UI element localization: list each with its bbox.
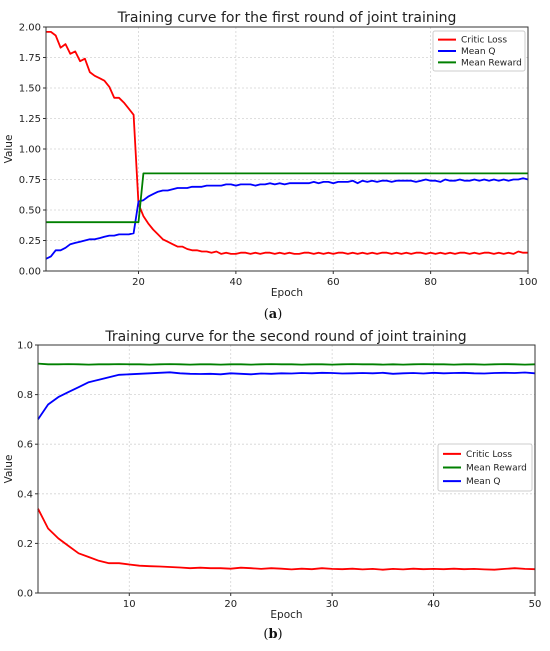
series-line-mean-q (45, 177, 529, 260)
x-tick-label: 50 (529, 599, 542, 610)
chart-second-round: Training curve for the second round of j… (3, 329, 541, 642)
y-tick-label: 0.4 (17, 489, 33, 500)
y-tick-label: 1.75 (19, 53, 41, 64)
plot-frame (37, 344, 536, 594)
figure-caption: (a) (264, 307, 283, 322)
chart-title: Training curve for the second round of j… (104, 329, 466, 345)
y-tick-label: 0.75 (19, 175, 41, 186)
caption-open: ( (264, 307, 269, 322)
legend-label-mean-q: Mean Q (461, 47, 495, 57)
y-tick-label: 0.2 (17, 539, 33, 550)
y-tick-label: 2.00 (19, 23, 41, 34)
y-tick-label: 1.50 (19, 84, 41, 95)
x-tick-label: 30 (326, 599, 339, 610)
x-tick-label: 60 (327, 277, 340, 288)
x-tick-label: 100 (518, 277, 537, 288)
y-tick-label: 0.6 (17, 440, 33, 451)
legend-label-critic-loss: Critic Loss (466, 450, 512, 460)
x-axis-ticks: 10 20 30 40 50 (123, 593, 541, 610)
y-tick-label: 0.00 (19, 267, 41, 278)
x-tick-label: 80 (424, 277, 437, 288)
x-axis-label: Epoch (271, 287, 303, 299)
caption-close: ) (278, 627, 283, 642)
series-layer (37, 362, 536, 571)
legend-box (432, 30, 526, 72)
chart-title: Training curve for the first round of jo… (117, 10, 457, 26)
legend-label-mean-reward: Mean Reward (461, 58, 522, 68)
y-tick-label: 1.00 (19, 145, 41, 156)
y-tick-label: 0.0 (17, 589, 33, 600)
y-axis-ticks: 0.00 0.25 0.50 0.75 1.00 1.25 1.50 1.75 2.00 (19, 23, 46, 278)
x-tick-label: 10 (123, 599, 136, 610)
y-tick-label: 0.25 (19, 236, 41, 247)
legend-label-critic-loss: Critic Loss (461, 36, 507, 46)
legend: Critic Loss Mean Reward Mean Q (437, 443, 533, 492)
x-axis-ticks: 20 40 60 80 100 (132, 271, 538, 288)
series-line-critic-loss (46, 30, 528, 255)
x-tick-label: 40 (230, 277, 243, 288)
caption-letter: a (269, 307, 278, 322)
y-axis-label: Value (3, 455, 15, 484)
series-line-critic-loss (37, 508, 536, 571)
caption-close: ) (277, 307, 282, 322)
legend-box (437, 443, 533, 492)
y-tick-label: 0.8 (17, 390, 33, 401)
legend-label-mean-reward: Mean Reward (466, 464, 527, 474)
legend-label-mean-q: Mean Q (466, 477, 500, 487)
series-line-mean-q (37, 371, 536, 420)
series-line-mean-reward (46, 172, 528, 224)
y-tick-label: 1.0 (17, 341, 33, 352)
chart-first-round: Training curve for the first round of jo… (3, 10, 538, 322)
series-layer (45, 30, 529, 260)
x-tick-label: 40 (427, 599, 440, 610)
x-tick-label: 20 (132, 277, 145, 288)
figure-caption: (b) (263, 627, 282, 642)
x-tick-label: 20 (224, 599, 237, 610)
series-line-mean-reward (37, 362, 536, 366)
y-tick-label: 0.50 (19, 206, 41, 217)
y-axis-label: Value (3, 135, 15, 164)
y-tick-label: 1.25 (19, 114, 41, 125)
x-axis-label: Epoch (270, 609, 302, 621)
y-axis-ticks: 0.0 0.2 0.4 0.6 0.8 1.0 (17, 341, 38, 600)
caption-open: ( (263, 627, 268, 642)
caption-letter: b (268, 627, 277, 642)
